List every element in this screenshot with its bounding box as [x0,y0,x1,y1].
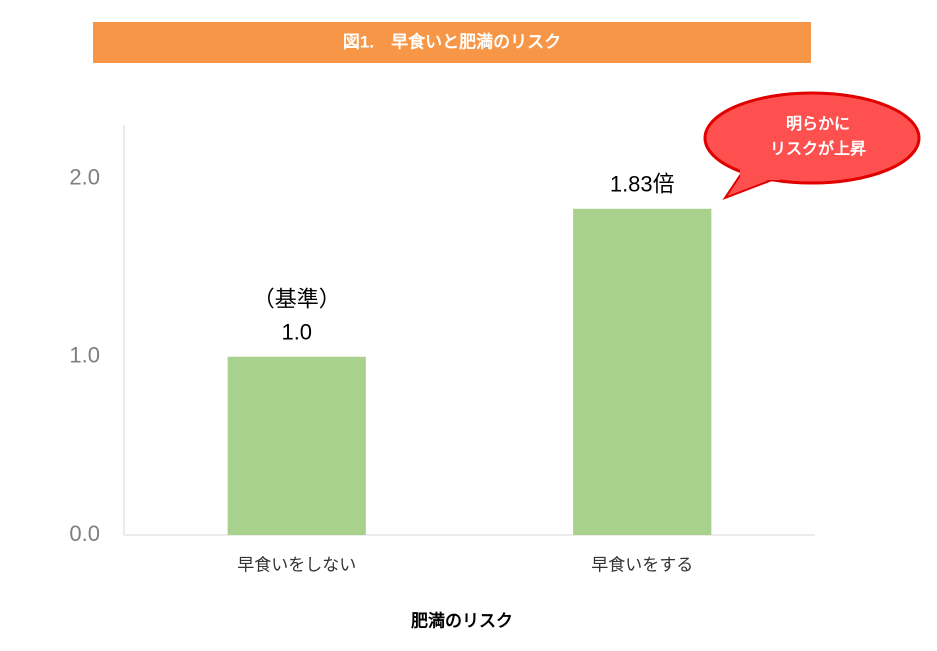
data-label: 1.0 [281,320,312,345]
y-tick-label: 0.0 [69,521,100,546]
callout-join [740,166,780,180]
callout-text: 明らかに [786,115,850,133]
data-label: 1.83倍 [610,172,675,197]
callout-bubble [703,91,921,185]
y-tick-label: 2.0 [69,164,100,189]
bar [227,356,366,535]
x-tick-label: 早食いをしない [237,555,356,574]
y-tick-label: 1.0 [69,343,100,368]
x-axis-label: 肥満のリスク [411,610,513,630]
bar [573,208,712,536]
callout-text: リスクが上昇 [770,139,866,158]
title-banner [93,22,811,63]
annotation: （基準） [253,287,341,312]
chart-title: 図1. 早食いと肥満のリスク [343,31,561,51]
x-tick-label: 早食いをする [591,555,693,574]
